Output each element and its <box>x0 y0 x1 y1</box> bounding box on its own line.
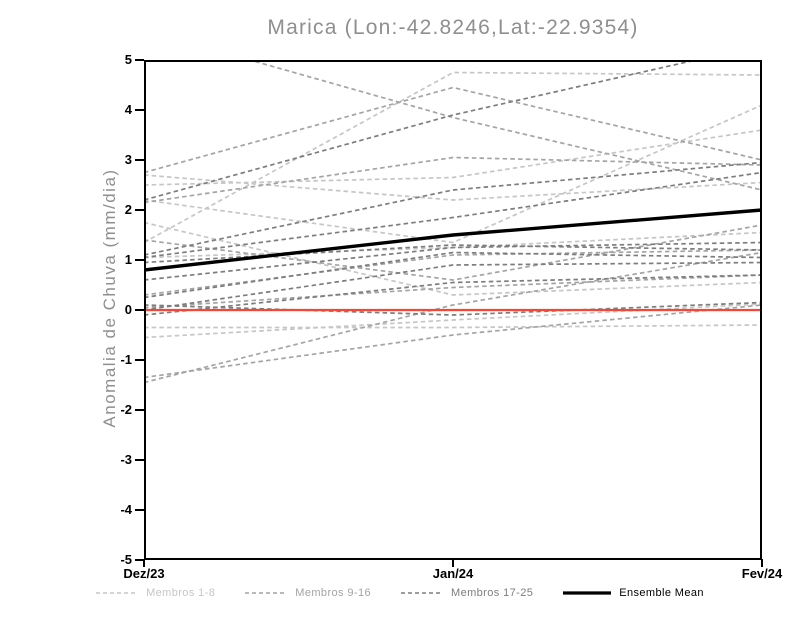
x-tick-mark <box>451 559 455 567</box>
y-tick-mark <box>135 158 144 162</box>
y-tick-mark <box>135 558 144 562</box>
legend-item: Ensemble Mean <box>563 587 704 599</box>
ensemble-mean-line <box>144 208 762 272</box>
y-tick-label: -2 <box>120 402 132 417</box>
legend-label: Membros 17-25 <box>451 587 534 599</box>
legend-item: Membros 1-8 <box>96 587 215 599</box>
member-line <box>144 251 762 299</box>
legend-item: Membros 9-16 <box>245 587 371 599</box>
dashed-line-sample-icon <box>96 592 139 594</box>
y-tick-label: -5 <box>120 552 132 567</box>
legend: Membros 1-8 Membros 9-16 Membros 17-25 Ense… <box>0 587 800 599</box>
y-tick-mark <box>135 58 144 62</box>
member-line <box>144 303 762 339</box>
y-tick-mark <box>135 508 144 512</box>
y-tick-label: 0 <box>124 302 132 317</box>
y-tick-mark <box>135 258 144 262</box>
member-line <box>144 60 700 201</box>
member-line <box>144 274 762 309</box>
member-line <box>144 304 762 379</box>
member-line <box>144 156 762 204</box>
y-tick-mark <box>135 208 144 212</box>
y-tick-mark <box>135 108 144 112</box>
member-line <box>144 274 762 316</box>
member-line <box>144 161 762 256</box>
member-line <box>144 251 762 384</box>
y-tick-label: -4 <box>120 502 132 517</box>
member-line <box>144 241 762 281</box>
member-line <box>144 171 762 259</box>
y-tick-label: -1 <box>120 352 132 367</box>
member-line <box>144 324 762 329</box>
y-tick-mark <box>135 308 144 312</box>
x-tick-label: Jan/24 <box>432 566 474 581</box>
y-tick-label: 4 <box>124 102 132 117</box>
y-tick-label: 5 <box>124 52 132 67</box>
member-line <box>144 261 762 311</box>
y-tick-mark <box>135 408 144 412</box>
x-tick-label: Fev/24 <box>741 566 783 581</box>
x-tick-label: Dez/23 <box>123 566 165 581</box>
y-tick-label: 1 <box>124 252 132 267</box>
member-line <box>144 224 762 281</box>
y-tick-label: 2 <box>124 202 132 217</box>
legend-item: Membros 17-25 <box>401 587 533 599</box>
dashed-line-sample-icon <box>245 592 288 594</box>
dashed-line-sample-icon <box>401 592 443 594</box>
y-tick-mark <box>135 358 144 362</box>
member-line <box>144 174 762 201</box>
solid-line-sample-icon <box>563 591 612 595</box>
x-tick-mark <box>760 559 764 567</box>
y-tick-label: 3 <box>124 152 132 167</box>
member-line <box>246 60 762 191</box>
member-line <box>144 104 762 244</box>
legend-label: Ensemble Mean <box>619 587 704 599</box>
member-line <box>144 71 762 244</box>
chart-title: Marica (Lon:-42.8246,Lat:-22.9354) <box>267 16 639 39</box>
member-line <box>144 86 762 174</box>
y-tick-label: -3 <box>120 452 132 467</box>
legend-label: Membros 9-16 <box>295 587 371 599</box>
plot-canvas <box>144 60 762 384</box>
member-line <box>144 221 762 296</box>
member-line <box>144 301 762 316</box>
x-tick-mark <box>142 559 146 567</box>
y-tick-mark <box>135 458 144 462</box>
legend-label: Membros 1-8 <box>146 587 216 599</box>
